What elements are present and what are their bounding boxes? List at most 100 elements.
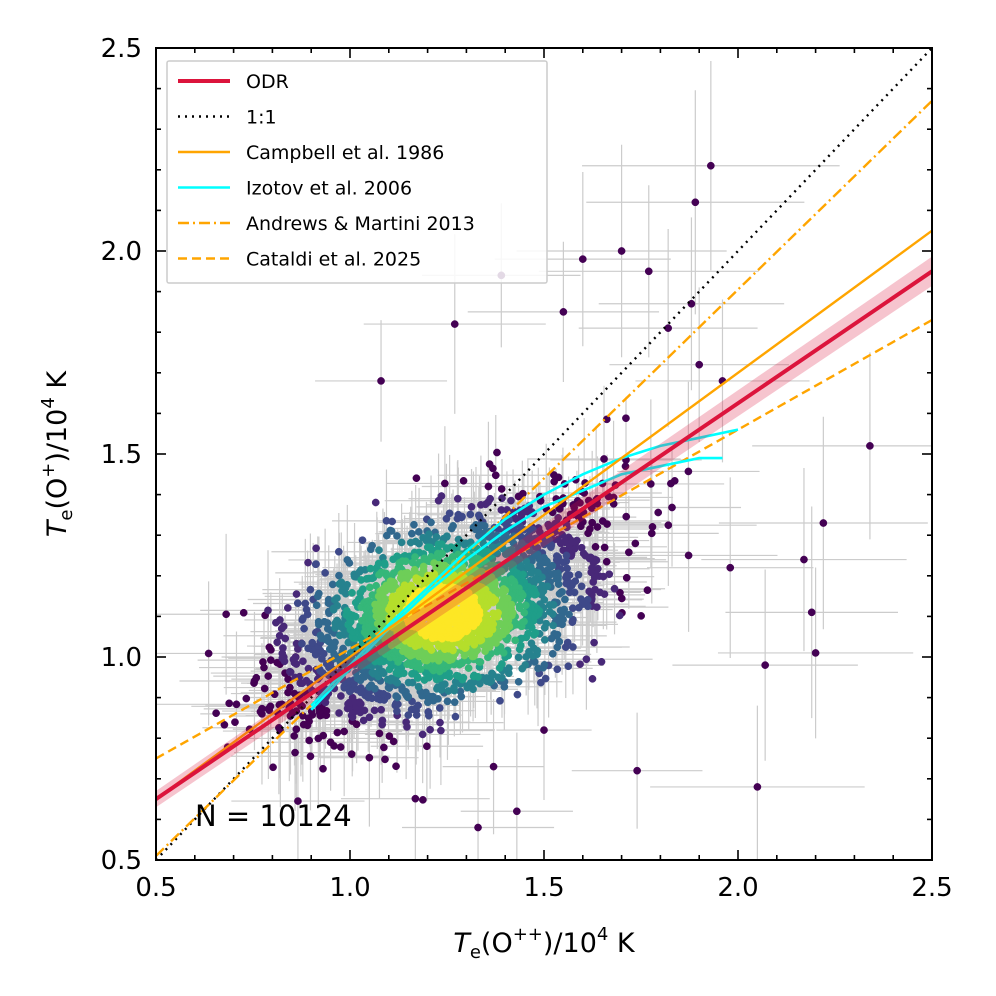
data-point: [385, 732, 394, 740]
data-point: [654, 508, 663, 517]
data-point: [340, 727, 349, 736]
data-point: [260, 684, 269, 693]
data-point: [597, 657, 606, 666]
data-point: [450, 320, 459, 328]
data-point: [491, 471, 500, 480]
data-point: [308, 638, 317, 647]
data-point: [553, 665, 562, 674]
legend-label-odr: ODR: [246, 71, 289, 93]
data-point: [410, 520, 418, 529]
data-point: [585, 587, 594, 596]
data-point: [477, 500, 485, 509]
data-point: [554, 580, 563, 588]
data-point: [383, 531, 391, 540]
data-point: [204, 649, 213, 658]
data-point: [622, 512, 631, 521]
data-point: [330, 742, 338, 750]
data-point: [600, 455, 608, 463]
data-point: [525, 647, 533, 656]
data-point: [426, 725, 434, 734]
data-point: [331, 638, 339, 647]
data-point: [336, 743, 345, 751]
data-point: [622, 414, 630, 423]
data-point: [447, 524, 456, 533]
data-point: [298, 639, 306, 648]
data-point: [589, 578, 598, 586]
legend-label-cataldi-et-al-2025: Cataldi et al. 2025: [246, 249, 421, 271]
data-point: [622, 573, 631, 582]
data-point: [598, 517, 607, 525]
data-point: [242, 694, 251, 703]
legend-label-andrews-martini-2013: Andrews & Martini 2013: [246, 213, 475, 235]
data-point: [366, 564, 375, 573]
data-point: [684, 467, 693, 476]
data-point: [577, 582, 586, 591]
x-tick-label: 1.5: [523, 873, 564, 903]
data-point: [375, 546, 383, 554]
data-point: [356, 594, 364, 602]
data-point: [291, 653, 300, 662]
data-point: [753, 783, 762, 791]
data-point: [352, 668, 360, 677]
data-point: [453, 494, 462, 503]
data-point: [617, 247, 626, 255]
legend: ODR 1:1 Campbell et al. 1986 Izotov et al. …: [166, 60, 548, 284]
data-point: [293, 599, 302, 608]
data-point: [621, 462, 630, 471]
data-point: [305, 736, 314, 745]
data-point: [513, 690, 522, 699]
data-point: [550, 477, 558, 486]
data-point: [624, 548, 633, 557]
x-tick-label: 2.5: [911, 873, 952, 903]
data-point: [335, 709, 343, 717]
data-point: [452, 671, 461, 680]
data-point: [687, 299, 696, 308]
data-point: [684, 551, 693, 560]
data-point: [392, 692, 400, 700]
data-point: [264, 672, 273, 680]
data-point: [524, 629, 532, 638]
data-point: [498, 660, 506, 668]
data-point: [591, 542, 600, 551]
data-point: [276, 616, 284, 624]
data-point: [647, 529, 656, 538]
data-point: [556, 539, 565, 548]
data-point: [359, 716, 368, 725]
data-point: [232, 700, 241, 709]
data-point: [408, 529, 416, 538]
lines-layer: [156, 48, 932, 860]
data-point: [443, 697, 452, 706]
data-point: [323, 619, 332, 627]
y-tick-label: 1.0: [101, 643, 142, 673]
data-point: [467, 502, 476, 511]
y-tick-label: 2.5: [101, 34, 142, 64]
data-point: [333, 601, 342, 610]
data-point: [587, 568, 596, 577]
data-point: [578, 255, 587, 263]
data-point: [547, 543, 555, 552]
line-cataldi-et-al-2025: [156, 318, 932, 760]
data-point: [576, 522, 585, 531]
data-point: [292, 590, 301, 598]
data-point: [358, 536, 367, 545]
data-point: [441, 609, 449, 618]
data-point: [451, 712, 460, 721]
data-point: [360, 706, 369, 715]
data-point: [540, 540, 549, 549]
ticks-layer: 0.5 1.0 1.5 2.0 2.5 0.5 1.0 1.5 2.0 2.5: [101, 34, 953, 903]
data-point: [365, 713, 374, 722]
data-point: [706, 161, 715, 170]
data-point: [347, 750, 356, 758]
data-point: [292, 725, 301, 734]
data-point: [556, 606, 565, 615]
data-point: [644, 267, 653, 276]
data-point: [453, 514, 462, 523]
data-point: [514, 492, 523, 501]
data-point: [379, 690, 388, 698]
data-point: [334, 547, 343, 556]
data-point: [319, 649, 328, 658]
data-point: [348, 589, 356, 597]
data-point: [800, 555, 808, 564]
data-point: [555, 505, 564, 513]
data-point: [577, 595, 585, 603]
